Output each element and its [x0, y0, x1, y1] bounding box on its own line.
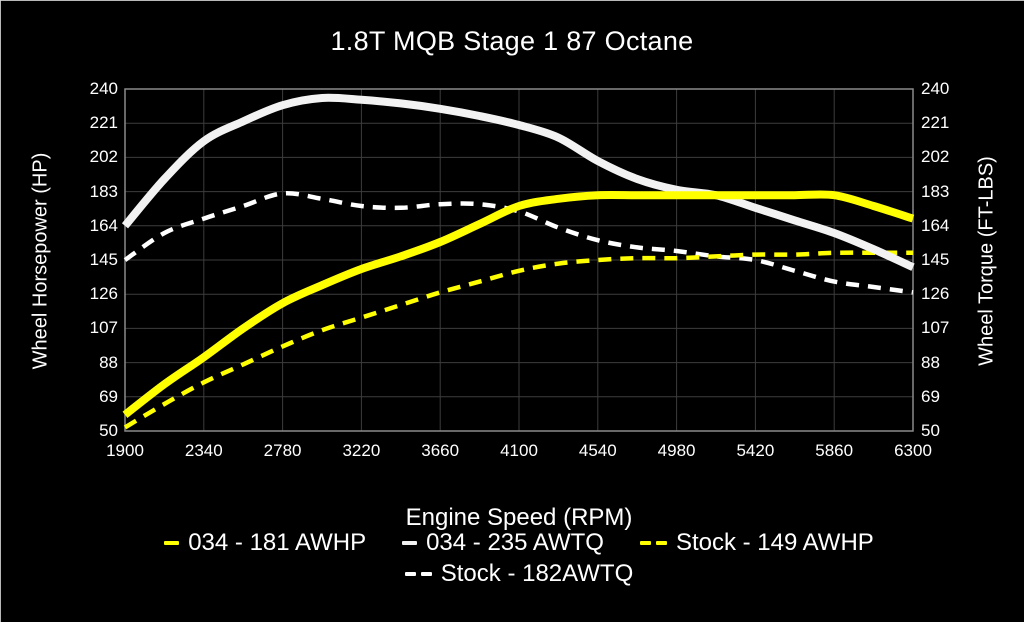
y-tick-label-left: 221: [89, 113, 118, 133]
x-tick-label: 2780: [263, 441, 302, 460]
legend-dash: [164, 541, 180, 545]
x-axis-label: Engine Speed (RPM): [405, 504, 633, 531]
legend-dash: [655, 541, 667, 545]
x-tick-label: 5420: [736, 441, 775, 460]
y-tick-label-right: 50: [921, 421, 940, 440]
legend-item-tuned-awhp: 034 - 181 AWHP: [164, 529, 366, 557]
y-tick-label-left: 88: [99, 352, 118, 372]
y-tick-label-right: 107: [921, 318, 950, 338]
y-tick-label-right: 202: [921, 147, 950, 167]
y-tick-label-left: 69: [99, 386, 118, 406]
legend-marker-tuned-awtq: [402, 541, 418, 545]
legend-marker-stock-awtq: [404, 572, 432, 576]
y-tick-label-right: 88: [921, 352, 940, 372]
x-tick-label: 3660: [421, 441, 460, 460]
y-tick-label-left: 202: [89, 147, 118, 167]
y-tick-label-right: 240: [921, 79, 950, 98]
legend-label: 034 - 181 AWHP: [188, 529, 367, 556]
legend-item-stock-awtq: Stock - 182AWTQ: [404, 560, 634, 588]
y-tick-label-left: 183: [89, 181, 118, 201]
y-tick-label-left: 107: [89, 318, 118, 338]
legend-dash: [420, 572, 432, 576]
legend-dash: [404, 572, 416, 576]
legend-dash: [639, 541, 651, 545]
legend-item-stock-awhp: Stock - 149 AWHP: [639, 529, 874, 557]
series-line-tuned-awtq: [121, 93, 915, 271]
y-tick-label-right: 126: [921, 284, 950, 304]
legend-row-2: Stock - 182AWTQ: [125, 560, 913, 588]
series-line-tuned-awhp: [122, 190, 915, 418]
y-tick-label-right: 69: [921, 386, 940, 406]
x-tick-label: 4540: [578, 441, 617, 460]
left-edge-line: [0, 0, 1, 622]
y-tick-label-left: 126: [89, 284, 118, 304]
y-tick-label-right: 183: [921, 181, 950, 201]
legend-marker-stock-awhp: [639, 541, 667, 545]
legend-label: 034 - 235 AWTQ: [426, 529, 604, 556]
grid-lines: [124, 88, 914, 432]
x-tick-label: 2340: [184, 441, 223, 460]
y-axis-label-right: Wheel Torque (FT-LBS): [975, 156, 998, 366]
y-tick-label-right: 145: [921, 250, 950, 269]
legend-label: Stock - 182AWTQ: [440, 560, 634, 587]
legend-item-tuned-awtq: 034 - 235 AWTQ: [402, 529, 604, 557]
y-tick-label-left: 240: [89, 79, 118, 98]
x-tick-label: 3220: [342, 441, 381, 460]
x-tick-label: 4980: [657, 441, 696, 460]
y-tick-label-left: 50: [99, 421, 118, 440]
series-line-stock-awhp: [123, 250, 913, 430]
y-tick-label-right: 221: [921, 113, 950, 133]
legend-label: Stock - 149 AWHP: [675, 529, 874, 556]
top-edge-line: [0, 0, 1024, 1]
legend-dash: [402, 541, 418, 545]
series-line-stock-awtq: [123, 190, 914, 295]
x-tick-label: 1900: [106, 441, 144, 460]
chart-title: 1.8T MQB Stage 1 87 Octane: [330, 26, 694, 56]
y-tick-label-left: 145: [89, 250, 118, 269]
y-tick-label-left: 164: [89, 215, 118, 235]
x-tick-label: 6300: [894, 441, 932, 460]
y-tick-label-right: 164: [921, 215, 950, 235]
x-tick-label: 5860: [815, 441, 854, 460]
y-axis-label-left: Wheel Horsepower (HP): [29, 152, 52, 370]
legend-marker-tuned-awhp: [164, 541, 180, 545]
legend-row-1: 034 - 181 AWHP 034 - 235 AWTQ Stock - 149 …: [125, 529, 913, 557]
x-tick-label: 4100: [500, 441, 538, 460]
